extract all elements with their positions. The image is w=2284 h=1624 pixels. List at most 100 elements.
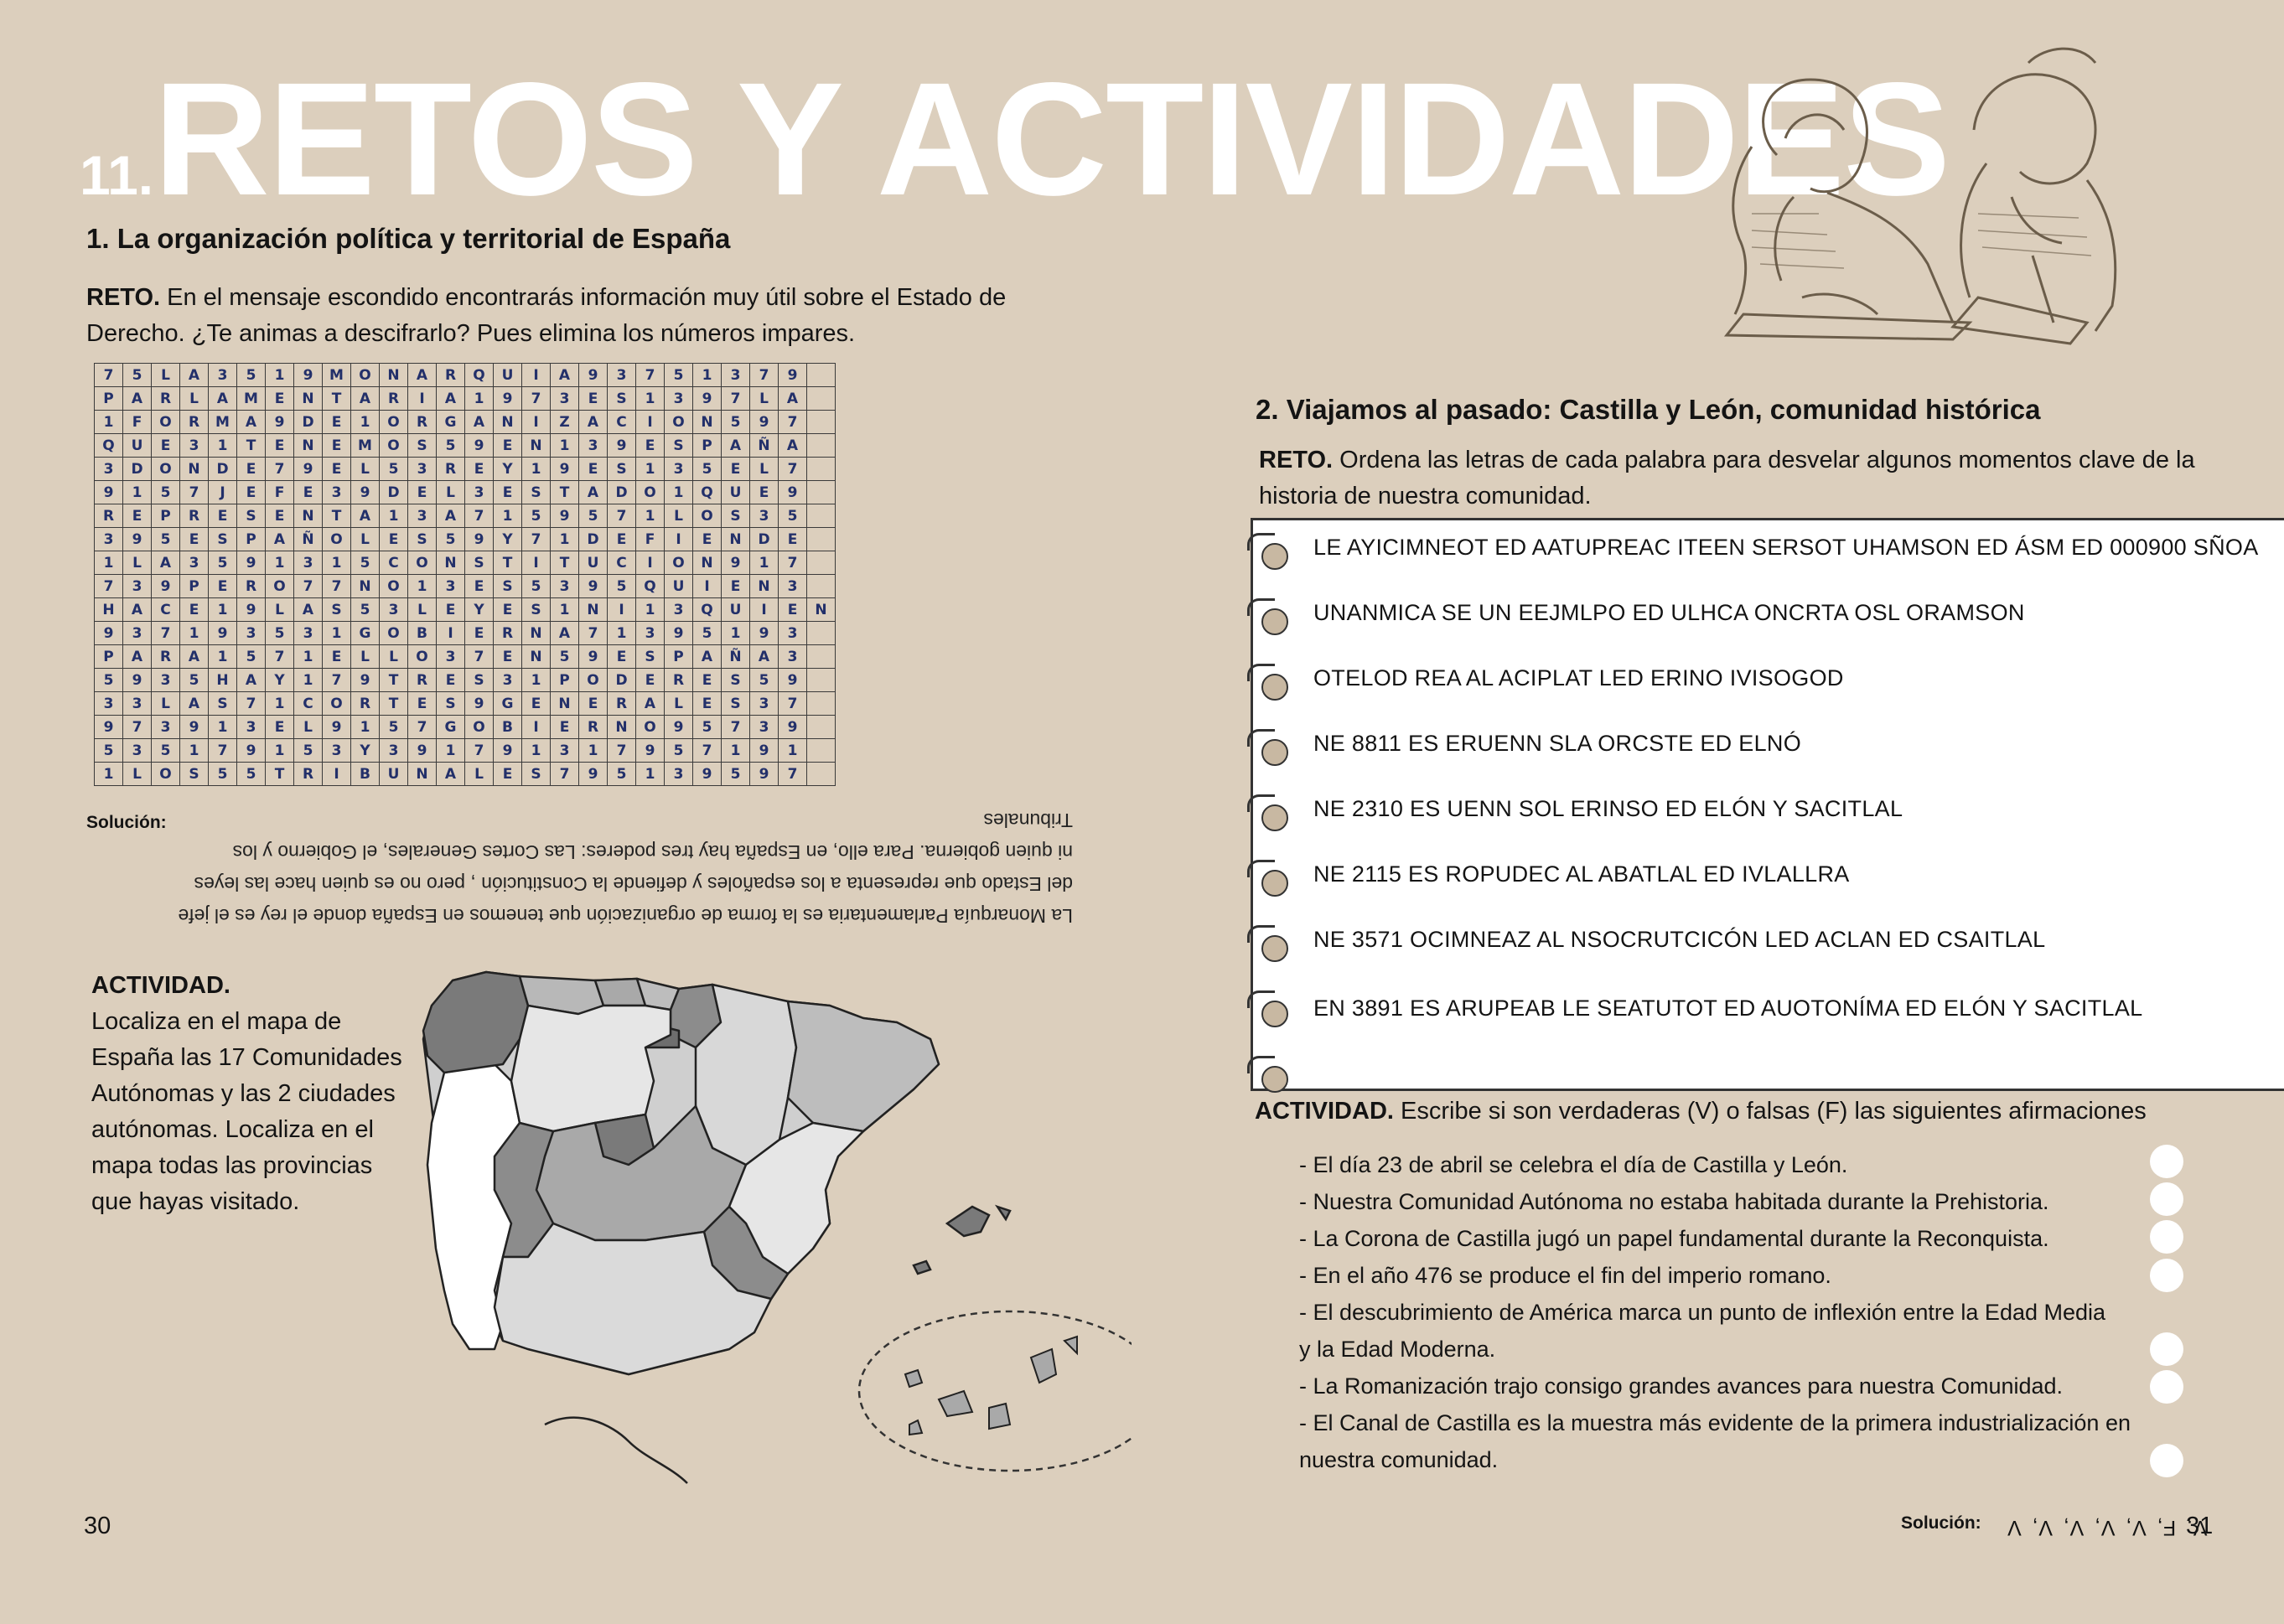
answer-circle[interactable] — [2150, 1444, 2183, 1477]
grid-cell: 5 — [350, 551, 380, 575]
grid-cell: L — [265, 597, 294, 622]
grid-cell: 1 — [635, 504, 665, 528]
grid-cell: R — [94, 504, 123, 528]
grid-cell: A — [122, 644, 152, 669]
grid-cell: B — [407, 621, 437, 645]
grid-cell: 9 — [122, 668, 152, 692]
ring-hook — [1247, 729, 1275, 747]
grid-cell: 3 — [436, 644, 465, 669]
grid-cell: A — [550, 621, 579, 645]
grid-cell: 1 — [122, 480, 152, 504]
spain-map — [422, 970, 1132, 1484]
grid-cell: 1 — [293, 644, 323, 669]
grid-cell: 7 — [521, 527, 551, 551]
grid-cell: 1 — [521, 457, 551, 481]
grid-cell: 5 — [749, 668, 779, 692]
grid-cell: 5 — [607, 762, 636, 786]
grid-cell: E — [778, 527, 807, 551]
grid-cell: O — [379, 574, 408, 598]
grid-cell: 9 — [607, 433, 636, 458]
reto-label: RETO. — [1259, 447, 1334, 473]
grid-cell: B — [493, 715, 522, 739]
grid-cell: 1 — [550, 527, 579, 551]
grid-cell: O — [635, 480, 665, 504]
grid-cell: 3 — [749, 504, 779, 528]
grid-cell: E — [208, 504, 237, 528]
grid-cell: 1 — [407, 574, 437, 598]
grid-cell: M — [350, 433, 380, 458]
page-title: 11.RETOS Y ACTIVIDADES — [80, 59, 1950, 220]
grid-cell: 3 — [122, 738, 152, 763]
grid-cell: L — [122, 551, 152, 575]
grid-cell: 9 — [293, 363, 323, 387]
grid-cell: 1 — [521, 738, 551, 763]
answer-circle[interactable] — [2150, 1220, 2183, 1254]
grid-cell: C — [607, 410, 636, 434]
grid-cell: 1 — [179, 621, 209, 645]
grid-cell: 3 — [749, 715, 779, 739]
activity1-line: mapa todas las provincias — [91, 1152, 373, 1179]
grid-cell: E — [208, 574, 237, 598]
grid-cell: S — [607, 386, 636, 411]
grid-cell: D — [208, 457, 237, 481]
grid-cell: Y — [493, 527, 522, 551]
grid-cell: 1 — [293, 668, 323, 692]
puzzle-line: LE AYICIMNEOT ED AATUPREAC ITEEN SERSOT … — [1313, 535, 2259, 560]
grid-cell: T — [236, 433, 266, 458]
grid-cell: 9 — [94, 621, 123, 645]
grid-cell: 9 — [493, 738, 522, 763]
answer-circle[interactable] — [2150, 1332, 2183, 1366]
grid-cell: D — [122, 457, 152, 481]
grid-cell: I — [521, 551, 551, 575]
grid-cell: 3 — [379, 738, 408, 763]
grid-cell: 1 — [521, 668, 551, 692]
grid-cell: E — [322, 644, 351, 669]
grid-cell: 1 — [379, 504, 408, 528]
grid-cell: O — [151, 762, 180, 786]
grid-cell: 5 — [379, 715, 408, 739]
grid-cell: N — [379, 363, 408, 387]
grid-cell: S — [521, 597, 551, 622]
grid-cell: 7 — [464, 738, 494, 763]
grid-cell: A — [721, 433, 750, 458]
grid-cell: 7 — [778, 762, 807, 786]
grid-cell: E — [179, 527, 209, 551]
grid-cell: I — [635, 410, 665, 434]
grid-cell: E — [550, 715, 579, 739]
grid-cell: 5 — [236, 363, 266, 387]
grid-cell: 7 — [721, 386, 750, 411]
grid-cell: 3 — [778, 644, 807, 669]
grid-cell: 7 — [692, 738, 722, 763]
grid-cell: O — [664, 410, 693, 434]
grid-cell: 9 — [778, 480, 807, 504]
answer-circle[interactable] — [2150, 1182, 2183, 1216]
grid-cell: S — [179, 762, 209, 786]
grid-cell: 3 — [778, 621, 807, 645]
grid-cell: 3 — [493, 668, 522, 692]
grid-cell: 9 — [749, 621, 779, 645]
grid-cell: 5 — [208, 762, 237, 786]
grid-cell: 9 — [122, 527, 152, 551]
answer-circle[interactable] — [2150, 1145, 2183, 1178]
grid-cell: 7 — [749, 363, 779, 387]
grid-cell: U — [379, 762, 408, 786]
grid-cell: 3 — [578, 433, 608, 458]
answer-circle[interactable] — [2150, 1370, 2183, 1404]
activity1-line: Localiza en el mapa de — [91, 1008, 342, 1035]
grid-cell: E — [692, 527, 722, 551]
solution-text-upside-down: La Monarquía Parlamentaria es la forma d… — [178, 809, 1073, 927]
page-number-left: 30 — [84, 1513, 111, 1539]
grid-cell: I — [436, 621, 465, 645]
answer-circle[interactable] — [2150, 1259, 2183, 1292]
grid-cell: R — [179, 410, 209, 434]
grid-cell: L — [179, 386, 209, 411]
grid-cell: 7 — [778, 691, 807, 716]
grid-cell: 1 — [664, 480, 693, 504]
grid-cell: G — [350, 621, 380, 645]
grid-cell: 9 — [664, 715, 693, 739]
grid-cell: S — [635, 644, 665, 669]
